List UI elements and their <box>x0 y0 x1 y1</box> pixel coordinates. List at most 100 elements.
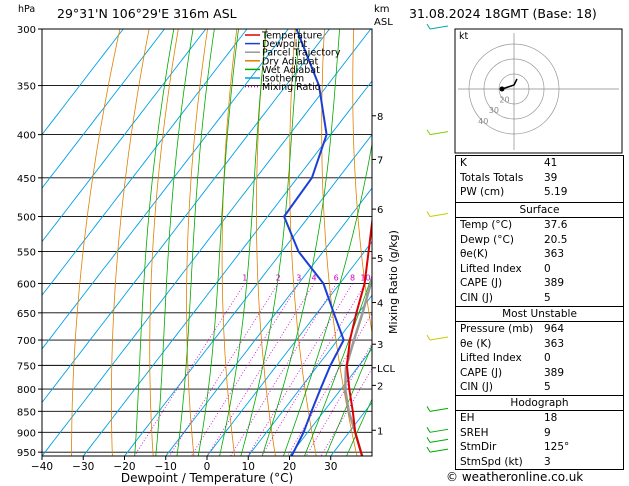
km-tick-label: 1 <box>377 426 383 437</box>
legend-label: Dewpoint <box>262 39 307 50</box>
mixing-ratio-label: 1 <box>242 273 247 282</box>
legend-label: Temperature <box>261 31 322 42</box>
pressure-tick-label: 700 <box>17 336 36 347</box>
wet-adiabat-line <box>325 344 372 456</box>
wind-barb <box>429 407 449 412</box>
isotherm-line <box>165 187 372 456</box>
km-tick-label: 5 <box>377 254 383 265</box>
wind-barb <box>426 129 431 135</box>
hodograph-storm-marker <box>499 86 505 92</box>
isotherm-line <box>42 29 248 296</box>
dry-adiabat-line <box>289 29 317 456</box>
pressure-tick-label: 350 <box>17 82 36 93</box>
dry-adiabat-line <box>352 29 372 335</box>
mu-row: CIN (J) 5 <box>460 381 551 394</box>
hodograph-unit: kt <box>459 31 469 42</box>
mixing-ratio-line <box>320 367 372 456</box>
dewpoint-line <box>283 29 345 456</box>
mixing-ratio-line <box>230 283 337 456</box>
isotherm-line <box>42 29 207 243</box>
hodo-row: StmDir 125° <box>460 441 570 454</box>
mixing-ratio-label: 10 <box>360 273 370 282</box>
km-tick-label: 8 <box>377 112 383 123</box>
mixing-ratio-line <box>286 312 372 456</box>
surface-table: Surface Temp (°C) 37.6 Dewp (°C) 20.5 θe(K… <box>455 202 624 307</box>
legend-label: Wet Adiabat <box>262 65 320 76</box>
km-tick-label: LCL <box>377 364 396 375</box>
wind-barbs <box>426 23 449 453</box>
altitude-unit: km <box>374 4 390 15</box>
hodograph-title: Hodograph <box>456 396 623 411</box>
pressure-tick-label: 450 <box>17 174 36 185</box>
surface-row: Temp (°C) 37.6 <box>460 219 568 231</box>
wind-barb <box>429 336 449 341</box>
hodograph-ring-label: 40 <box>478 117 488 126</box>
wind-barb <box>426 334 431 341</box>
isotherm-line <box>330 401 372 456</box>
pressure-tick-label: 900 <box>17 428 36 439</box>
x-tick-label: 20 <box>283 461 296 473</box>
pressure-tick-label: 300 <box>17 25 36 36</box>
pressure-tick-label: 800 <box>17 385 36 396</box>
most-unstable-title: Most Unstable <box>456 307 623 322</box>
wind-barb <box>429 448 449 453</box>
dry-adiabat-line <box>71 29 121 456</box>
x-tick-label: 30 <box>324 461 337 473</box>
wind-barb <box>429 213 449 218</box>
hodo-row: StmSpd (kt) 3 <box>460 455 551 468</box>
legend-label: Isotherm <box>262 74 304 85</box>
hodograph-frame <box>454 28 623 154</box>
isotherm-line <box>123 133 372 456</box>
wind-barb <box>429 131 449 136</box>
hodograph-ring-label: 20 <box>499 96 509 105</box>
mixing-ratio-label: 8 <box>350 273 355 282</box>
wet-adiabat-line <box>197 29 239 456</box>
x-tick-label: 10 <box>242 461 255 473</box>
wind-barb <box>429 428 449 433</box>
isotherm-line <box>42 29 331 404</box>
mixing-ratio-label: 2 <box>276 273 281 282</box>
wet-adiabat-line <box>176 29 215 456</box>
km-tick-label: 4 <box>377 299 383 310</box>
mixing-ratio-line <box>261 283 366 456</box>
dry-adiabat-line <box>111 29 150 456</box>
x-axis-label: Dewpoint / Temperature (°C) <box>121 471 293 485</box>
mixing-ratio-line <box>168 283 279 456</box>
surface-row: Lifted Index 0 <box>460 262 551 275</box>
index-row: PW (cm) 5.19 <box>460 186 568 199</box>
surface-row: CAPE (J) 389 <box>460 277 565 290</box>
pressure-tick-label: 500 <box>17 213 36 224</box>
km-tick-label: 7 <box>377 155 383 166</box>
surface-row: θe(K) 363 <box>460 248 565 261</box>
km-tick-label: 6 <box>377 205 383 216</box>
hodo-row: SREH 9 <box>460 426 551 439</box>
x-tick-label: −10 <box>155 461 177 473</box>
altitude-ref: ASL <box>374 17 393 28</box>
hodograph-ring-label: 30 <box>489 106 499 115</box>
dry-adiabat-line <box>149 29 179 456</box>
km-tick-label: 2 <box>377 381 383 392</box>
mixing-ratio-label: 3 <box>296 273 301 282</box>
surface-title: Surface <box>456 203 623 218</box>
wind-barb <box>426 427 431 433</box>
hodo-row: EH 18 <box>460 412 558 424</box>
isotherm-line <box>42 29 166 189</box>
location-title: 29°31'N 106°29'E 316m ASL <box>57 6 237 21</box>
pressure-tick-label: 850 <box>17 407 36 418</box>
most-unstable-table: Most Unstable Pressure (mb) 964 θe (K) 363… <box>455 306 624 396</box>
pressure-tick-label: 600 <box>17 279 36 290</box>
index-row: K 41 <box>460 157 558 169</box>
parcel-trajectory-line <box>343 273 372 456</box>
pressure-tick-label: 550 <box>17 248 36 259</box>
dry-adiabat-line <box>186 29 209 456</box>
pressure-unit: hPa <box>18 4 36 15</box>
wet-adiabat-line <box>346 398 372 456</box>
wet-adiabat-line <box>304 274 372 456</box>
x-tick-label: 0 <box>204 461 211 473</box>
mixing-ratio-line <box>133 283 246 456</box>
hodograph-trace <box>501 78 518 90</box>
datetime-title: 31.08.2024 18GMT (Base: 18) <box>409 6 597 21</box>
isotherm-line <box>288 348 372 456</box>
